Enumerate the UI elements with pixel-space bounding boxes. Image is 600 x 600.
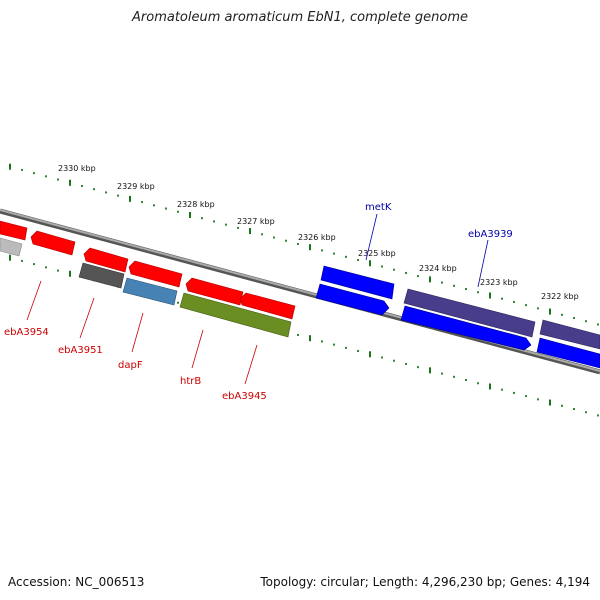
scale-labels: 2330 kbp 2329 kbp 2328 kbp 2327 kbp 2326 kbp… — [58, 164, 579, 301]
scale-tick-label: 2326 kbp — [298, 233, 336, 242]
leader-line — [477, 239, 489, 288]
gene-features — [0, 220, 600, 369]
scale-tick-label: 2329 kbp — [117, 182, 155, 191]
gene-feature[interactable] — [78, 262, 125, 289]
genome-summary: Topology: circular; Length: 4,296,230 bp… — [260, 575, 590, 589]
gene-labels: ebA3954 ebA3951 dapF htrB ebA3945 metK e… — [4, 202, 513, 402]
scale-tick-label: 2327 kbp — [237, 217, 275, 226]
gene-label: ebA3939 — [468, 229, 513, 240]
gene-feature[interactable] — [30, 230, 76, 256]
leader-line — [244, 344, 258, 385]
gene-label: dapF — [118, 360, 143, 371]
leader-line — [131, 312, 144, 353]
gene-feature[interactable] — [400, 305, 532, 351]
scale-tick-label: 2323 kbp — [480, 278, 518, 287]
gene-feature[interactable] — [185, 277, 244, 306]
gene-feature[interactable] — [0, 220, 28, 241]
tick-marks-upper — [9, 163, 599, 326]
leader-line — [365, 213, 378, 261]
gene-feature[interactable] — [315, 283, 390, 316]
gene-label: htrB — [180, 376, 201, 387]
accession-label: Accession: NC_006513 — [8, 575, 145, 589]
leader-line — [26, 280, 42, 321]
scale-tick-label: 2322 kbp — [541, 292, 579, 301]
gene-feature[interactable] — [0, 237, 23, 257]
label-leader-lines — [26, 213, 489, 385]
gene-feature[interactable] — [83, 247, 129, 273]
gene-feature[interactable] — [122, 277, 178, 306]
leader-line — [191, 329, 204, 369]
gene-feature[interactable] — [539, 319, 600, 350]
gene-feature[interactable] — [128, 260, 183, 288]
gene-feature[interactable] — [536, 337, 600, 369]
scale-tick-label: 2324 kbp — [419, 264, 457, 273]
page-title: Aromatoleum aromaticum EbN1, complete ge… — [132, 10, 468, 25]
scale-tick-label: 2330 kbp — [58, 164, 96, 173]
gene-feature[interactable] — [239, 292, 296, 320]
scale-tick-label: 2325 kbp — [358, 249, 396, 258]
gene-label: ebA3954 — [4, 327, 49, 338]
gene-label: ebA3945 — [222, 391, 267, 402]
gene-feature[interactable] — [403, 288, 536, 338]
scale-tick-label: 2328 kbp — [177, 200, 215, 209]
gene-label: metK — [365, 202, 392, 213]
gene-label: ebA3951 — [58, 345, 103, 356]
gene-feature[interactable] — [179, 292, 292, 338]
leader-line — [79, 297, 95, 339]
gene-feature[interactable] — [320, 265, 395, 300]
